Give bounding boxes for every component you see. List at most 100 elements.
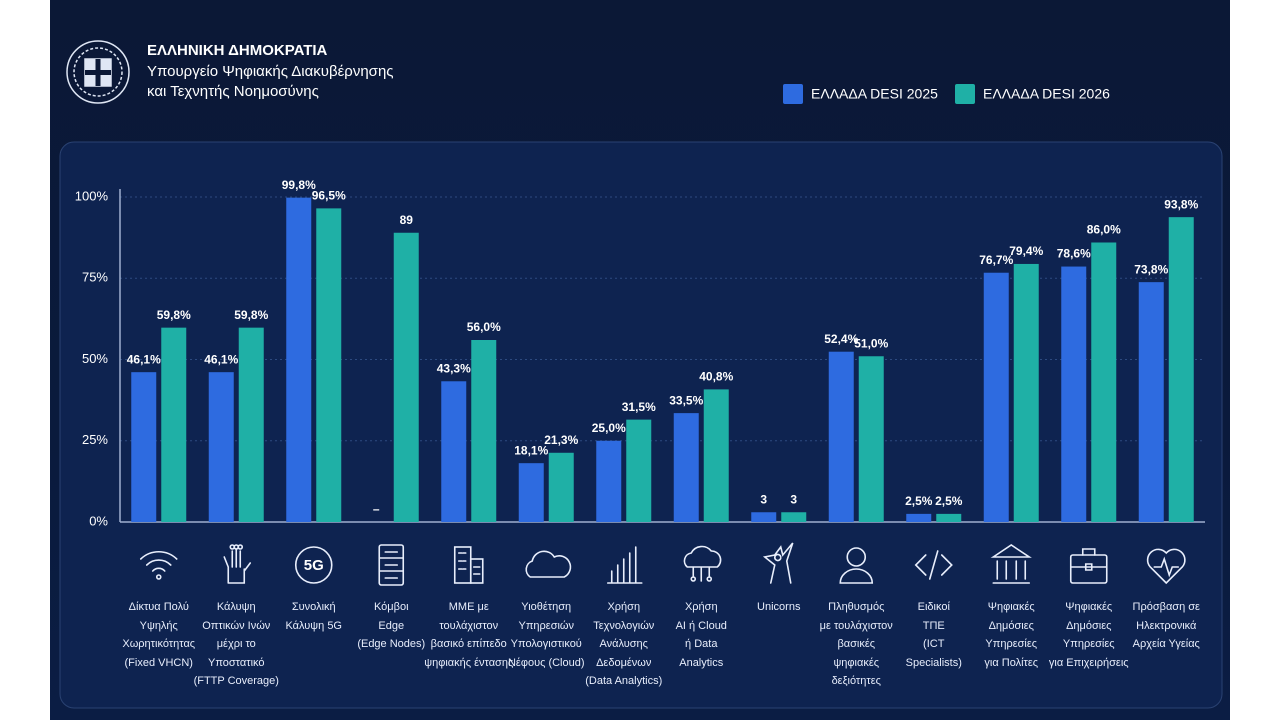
bar	[703, 389, 729, 522]
category-icon	[525, 550, 572, 578]
x-tick-label: Ψηφιακές Δημόσιες Υπηρεσίες για Επιχειρή…	[1048, 601, 1129, 669]
category-icon	[606, 546, 643, 584]
bar	[1138, 282, 1164, 522]
icon-stroke	[606, 546, 643, 584]
header-subtitle: Υπουργείο Ψηφιακής Διακυβέρνησης	[147, 63, 394, 80]
data-label: 25,0%	[592, 421, 626, 435]
icon-stroke	[223, 548, 252, 584]
data-label: 3	[760, 492, 767, 506]
data-label: 33,5%	[669, 393, 703, 407]
icon-stroke	[237, 544, 244, 550]
category-icon	[762, 542, 794, 584]
icon-stroke	[762, 542, 794, 584]
data-label: 96,5%	[312, 189, 346, 203]
data-label: 46,1%	[204, 352, 238, 366]
category-icon	[378, 544, 405, 586]
bar	[828, 351, 854, 522]
data-label: 21,3%	[544, 433, 578, 447]
category-icon	[139, 550, 178, 580]
bar	[131, 372, 157, 522]
bar	[161, 327, 187, 522]
x-tick-label: Ψηφιακές Δημόσιες Υπηρεσίες για Πολίτες	[984, 601, 1039, 669]
y-tick-label: 50%	[82, 351, 108, 366]
icon-stroke	[469, 558, 484, 584]
bar	[1091, 242, 1117, 522]
data-label: 40,8%	[699, 370, 733, 384]
y-tick-label: 100%	[75, 188, 109, 203]
icon-stroke	[914, 550, 953, 580]
data-label: 79,4%	[1009, 244, 1043, 258]
bar	[518, 463, 544, 522]
x-tick-label: Συνολική Κάλυψη 5G	[285, 601, 342, 632]
bar	[626, 419, 652, 522]
data-label: 2,5%	[905, 494, 933, 508]
icon-stroke	[1069, 554, 1108, 584]
bar	[858, 356, 884, 522]
data-label: 18,1%	[514, 443, 548, 457]
icon-stroke	[457, 552, 481, 575]
legend-label: ΕΛΛΑΔΑ DESI 2025	[811, 86, 938, 102]
data-label: 78,6%	[1057, 247, 1091, 261]
icon-stroke	[683, 545, 722, 582]
bar	[441, 381, 467, 522]
x-tick-label: Υιοθέτηση Υπηρεσιών Υπολογιστικού Νέφους…	[507, 601, 585, 669]
bar	[286, 197, 312, 522]
icon-stroke	[1069, 548, 1108, 571]
x-tick-label: Ειδικοί ΤΠΕ (ICT Specialists)	[905, 601, 962, 669]
icon-stroke	[155, 574, 162, 580]
data-label: 86,0%	[1087, 223, 1121, 237]
category-icon	[1069, 548, 1108, 584]
bar	[208, 372, 234, 522]
bar	[1013, 263, 1039, 522]
bar	[1061, 266, 1087, 522]
x-tick-label: Unicorns	[757, 601, 801, 613]
icon-stroke	[378, 544, 405, 586]
category-icon	[990, 544, 1032, 584]
header-subtitle: και Τεχνητής Νοημοσύνης	[147, 83, 319, 100]
x-tick-label: Χρήση AI ή Cloud ή Data Analytics	[675, 601, 727, 669]
bar	[1168, 217, 1194, 522]
data-label: 31,5%	[622, 400, 656, 414]
bar	[316, 208, 342, 522]
bar	[596, 440, 622, 522]
data-label: 76,7%	[979, 253, 1013, 267]
legend-label: ΕΛΛΑΔΑ DESI 2026	[983, 86, 1110, 102]
category-icon	[453, 546, 484, 584]
emblem	[66, 40, 130, 104]
icon-stroke	[151, 567, 166, 572]
data-label: 93,8%	[1164, 197, 1198, 211]
x-tick-label: Κόμβοι Edge (Edge Nodes)	[357, 601, 426, 650]
icon-stroke	[139, 550, 178, 560]
bar	[751, 512, 777, 522]
bar	[781, 512, 807, 522]
category-icon	[683, 545, 722, 582]
data-label: 52,4%	[824, 332, 858, 346]
icon-label: 5G	[304, 557, 324, 574]
icon-stroke	[706, 576, 713, 582]
icon-stroke	[846, 547, 867, 567]
data-label: 99,8%	[282, 178, 316, 192]
icon-stroke	[378, 551, 405, 579]
y-tick-label: 25%	[82, 432, 108, 447]
icon-stroke	[294, 546, 333, 584]
y-tick-label: 75%	[82, 270, 108, 285]
legend-swatch	[955, 84, 975, 104]
data-label: –	[373, 502, 380, 516]
data-label: 51,0%	[854, 336, 888, 350]
legend-swatch	[783, 84, 803, 104]
x-tick-label: Δίκτυα Πολύ Υψηλής Χωρητικότητας (Fixed …	[122, 601, 196, 669]
category-icon: 5G	[294, 546, 333, 584]
x-tick-label: Πληθυσμός με τουλάχιστον βασικές ψηφιακέ…	[819, 601, 893, 687]
data-label: 3	[790, 492, 797, 506]
data-label: 89	[400, 213, 414, 227]
x-tick-label: Κάλυψη Οπτικών Ινών μέχρι το Υποστατικό …	[193, 601, 279, 687]
data-label: 46,1%	[127, 352, 161, 366]
icon-stroke	[1146, 548, 1186, 585]
data-label: 2,5%	[935, 494, 963, 508]
bar	[471, 340, 497, 522]
x-tick-label: ΜΜΕ με τουλάχιστον βασικό επίπεδο ψηφιακ…	[424, 601, 514, 669]
bar	[936, 513, 962, 522]
data-label: 73,8%	[1134, 262, 1168, 276]
category-icon	[1146, 548, 1186, 585]
